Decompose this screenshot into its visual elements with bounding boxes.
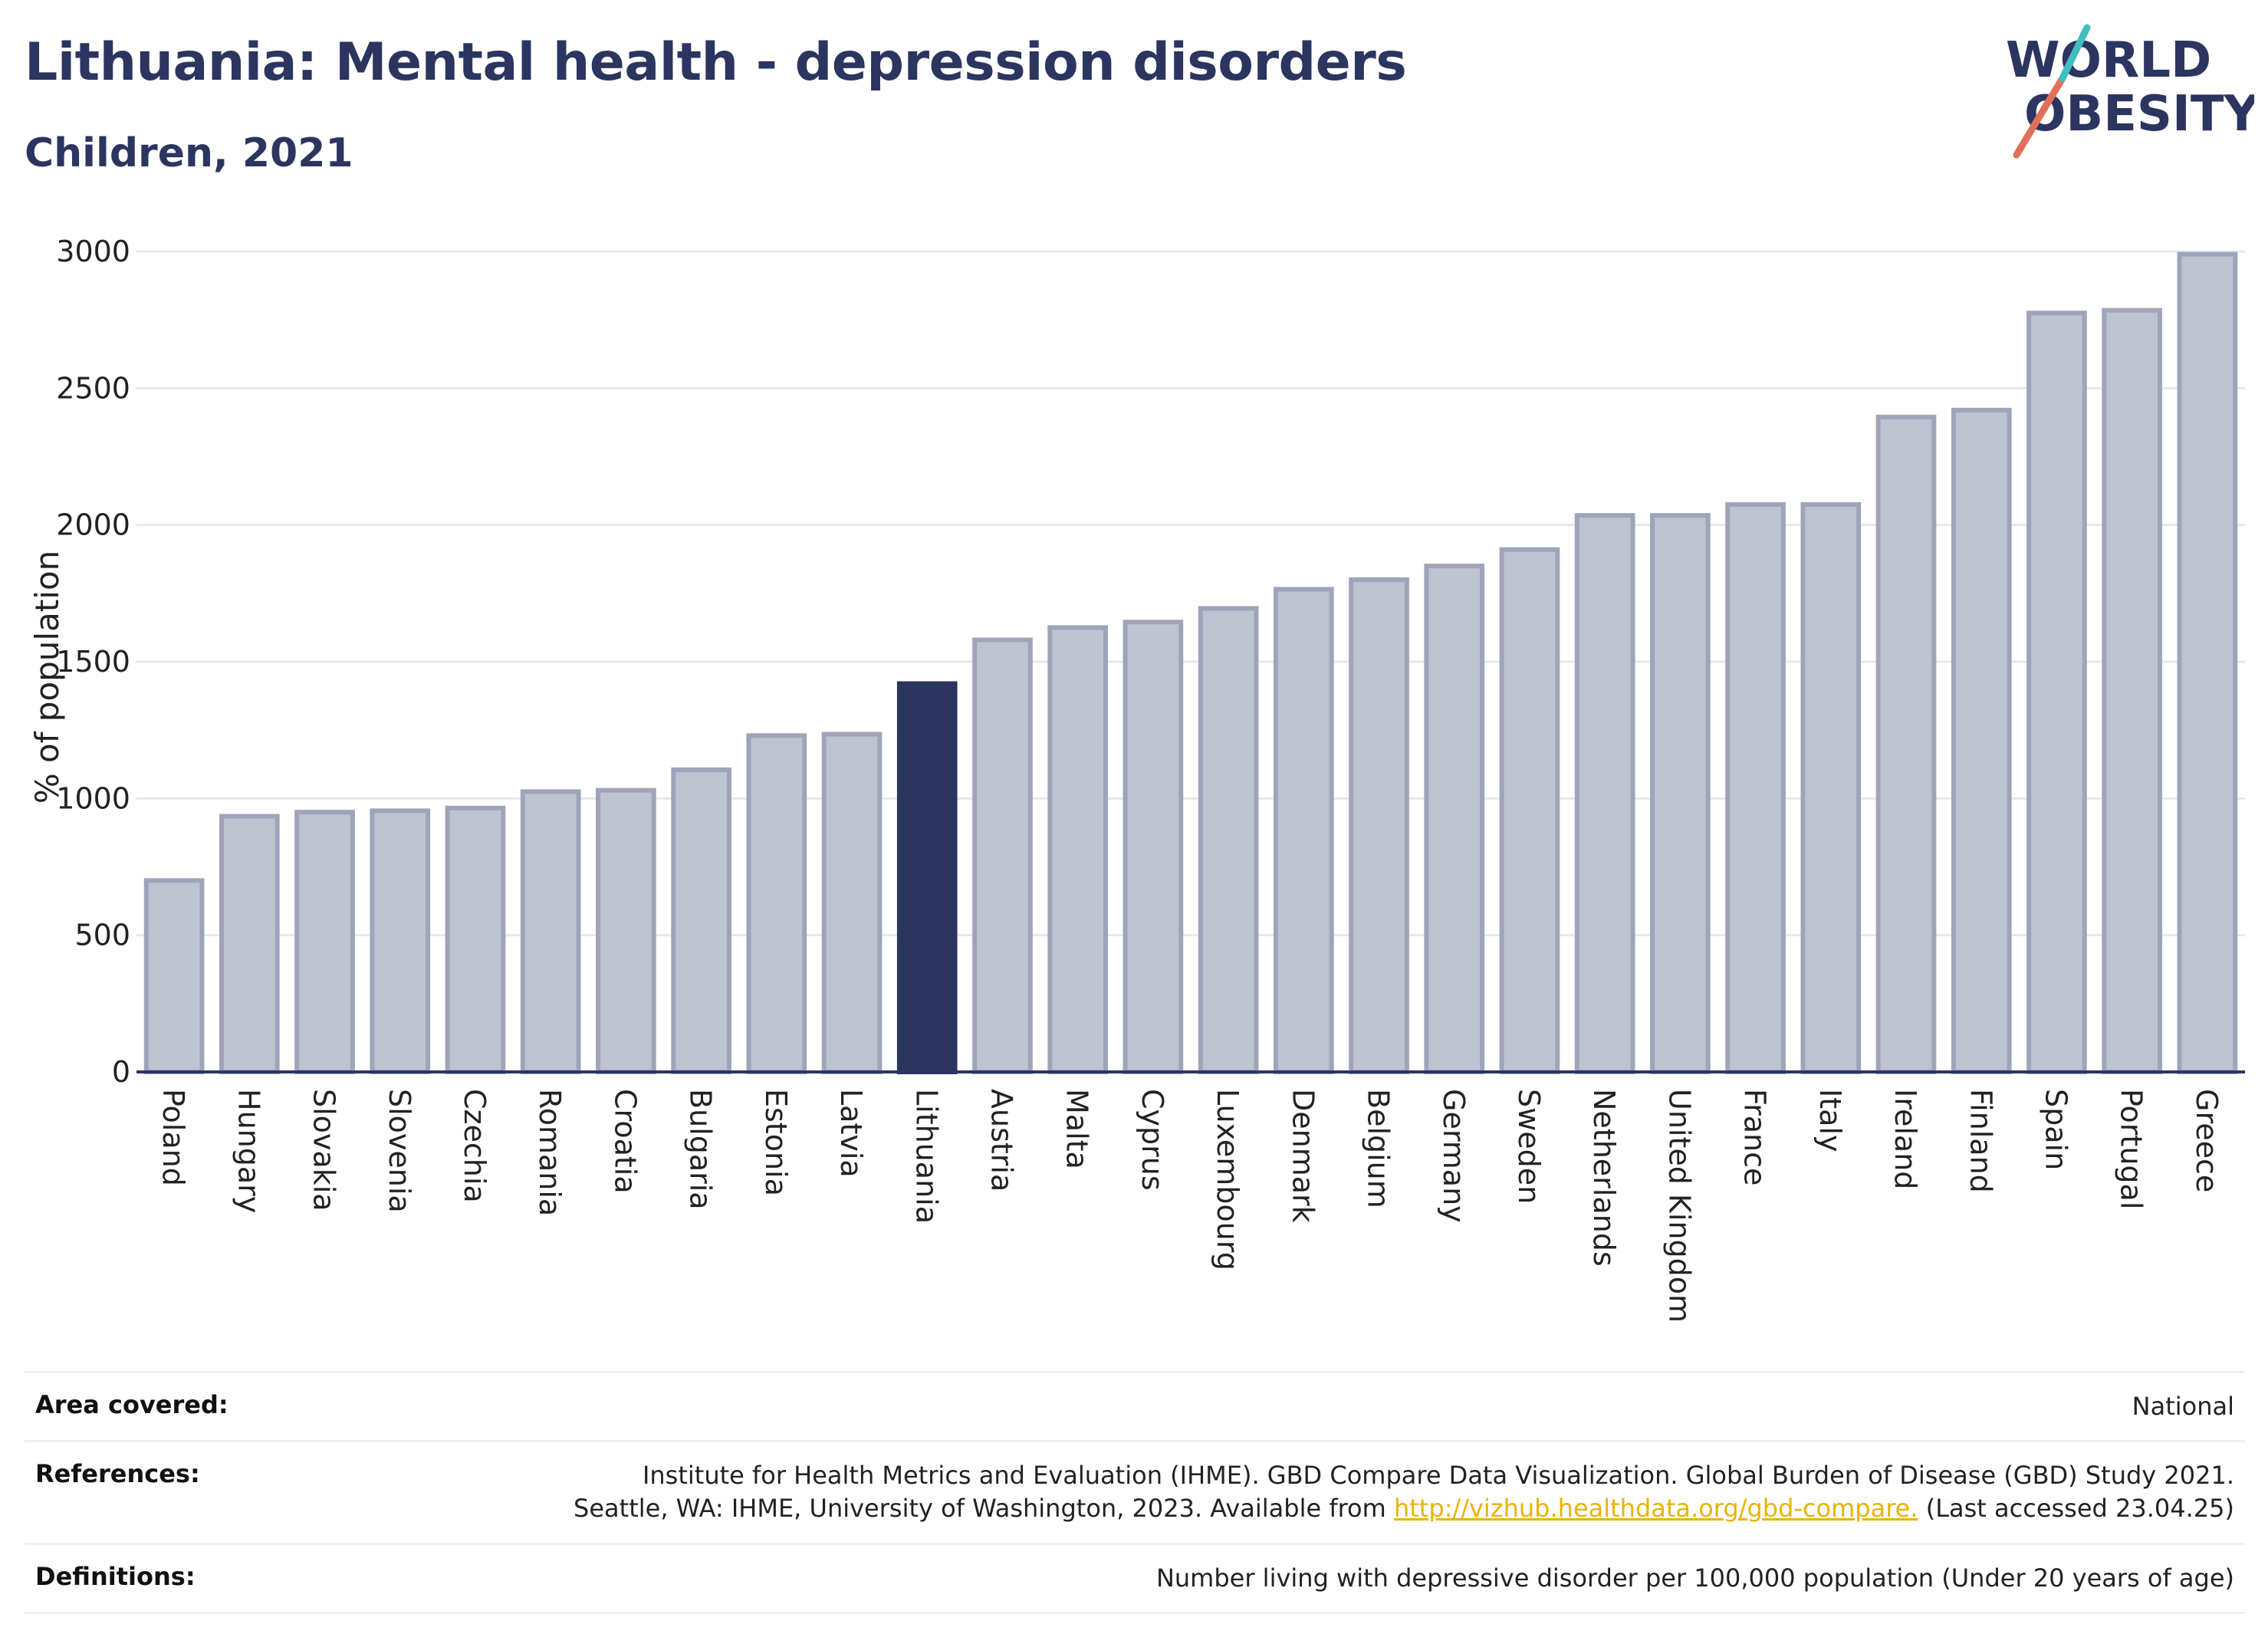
area-covered-value: National [2132, 1392, 2234, 1421]
bar-luxembourg [1198, 606, 1259, 1074]
y-tick-label: 2500 [56, 371, 130, 405]
bar-croatia [596, 787, 656, 1074]
definitions-value: Number living with depressive disorder p… [1155, 1563, 2234, 1593]
bar-ireland [1875, 414, 1937, 1074]
x-tick-label: Austria [984, 1089, 1018, 1192]
y-tick-label: 0 [112, 1055, 130, 1089]
y-axis-label: % of population [28, 551, 66, 804]
x-tick-label: Greece [2190, 1089, 2224, 1192]
references-label: References: [35, 1459, 200, 1489]
x-tick-label: Lithuania [909, 1089, 943, 1224]
bar-sweden [1499, 547, 1560, 1074]
bar-austria [972, 637, 1033, 1074]
world-obesity-logo: WORLD OBESITY [2006, 24, 2254, 159]
bar-poland [143, 878, 205, 1075]
bar-finland [1951, 407, 2012, 1074]
bar-hungary [219, 814, 280, 1075]
bar-latvia [821, 732, 883, 1074]
bar-romania [520, 789, 581, 1074]
bar-chart: 0 500 1000 1500 2000 2500 3000 % of population P… [28, 235, 2245, 1323]
x-tick-label: Netherlands [1587, 1089, 1621, 1267]
x-tick-label: France [1738, 1089, 1772, 1185]
x-tick-label: Cyprus [1136, 1089, 1169, 1191]
x-tick-label: Latvia [834, 1089, 868, 1178]
info-table: Area covered: National References: Insti… [25, 1371, 2245, 1614]
y-tick-label: 1500 [56, 645, 130, 679]
x-tick-label: Belgium [1362, 1089, 1395, 1208]
bar-bulgaria [671, 767, 731, 1075]
definitions-row: Definitions: Number living with depressi… [25, 1542, 2245, 1614]
page-subtitle: Children, 2021 [25, 130, 353, 176]
bar-belgium [1349, 577, 1409, 1074]
bar-estonia [746, 733, 807, 1074]
bar-greece [2177, 252, 2238, 1075]
svg-text:WORLD: WORLD [2006, 32, 2211, 89]
area-covered-label: Area covered: [35, 1390, 228, 1419]
x-tick-label: Germany [1437, 1089, 1471, 1223]
bar-united-kingdom [1650, 513, 1711, 1074]
references-value: Institute for Health Metrics and Evaluat… [574, 1459, 2234, 1525]
references-link[interactable]: http://vizhub.healthdata.org/gbd-compare… [1393, 1494, 1918, 1524]
bar-france [1725, 501, 1786, 1074]
x-tick-label: United Kingdom [1662, 1089, 1696, 1323]
bar-portugal [2102, 307, 2163, 1074]
references-row: References: Institute for Health Metrics… [25, 1440, 2245, 1542]
x-tick-label: Spain [2039, 1089, 2072, 1170]
page-title: Lithuania: Mental health - depression di… [25, 32, 1407, 93]
x-tick-label: Estonia [759, 1089, 793, 1196]
x-tick-label: Croatia [608, 1089, 642, 1194]
x-tick-label: Slovenia [383, 1089, 416, 1213]
definitions-label: Definitions: [35, 1561, 196, 1591]
x-tick-label: Czechia [458, 1089, 491, 1203]
bar-netherlands [1574, 513, 1635, 1074]
bar-cyprus [1122, 620, 1184, 1074]
references-line1: Institute for Health Metrics and Evaluat… [642, 1461, 2234, 1491]
bar-germany [1424, 564, 1485, 1074]
y-tick-label: 500 [74, 919, 130, 952]
y-tick-label: 2000 [56, 508, 130, 542]
x-tick-label: Ireland [1888, 1089, 1922, 1189]
svg-text:OBESITY: OBESITY [2024, 86, 2254, 143]
x-tick-label: Denmark [1286, 1089, 1320, 1223]
area-covered-row: Area covered: National [25, 1371, 2245, 1440]
bar-czechia [445, 805, 506, 1074]
bar-spain [2026, 311, 2087, 1074]
bar-italy [1800, 501, 1862, 1074]
bar-denmark [1273, 587, 1334, 1074]
bar-slovakia [294, 810, 355, 1074]
x-tick-label: Sweden [1512, 1089, 1546, 1204]
x-tick-label: Finland [1964, 1089, 1997, 1193]
x-tick-label: Bulgaria [684, 1089, 718, 1210]
x-tick-label: Slovakia [307, 1089, 341, 1212]
references-line2: Seattle, WA: IHME, University of Washing… [574, 1494, 1386, 1524]
y-tick-label: 3000 [56, 235, 130, 268]
x-tick-label: Poland [156, 1089, 190, 1186]
y-tick-label: 1000 [56, 781, 130, 815]
bar-slovenia [370, 808, 431, 1074]
x-tick-label: Portugal [2115, 1089, 2148, 1209]
x-tick-label: Malta [1060, 1089, 1094, 1169]
x-tick-label: Luxembourg [1211, 1089, 1244, 1271]
x-tick-label: Romania [533, 1089, 567, 1216]
x-tick-label: Hungary [232, 1089, 265, 1213]
bar-malta [1047, 625, 1109, 1074]
references-suffix: (Last accessed 23.04.25) [1925, 1494, 2234, 1524]
bar-lithuania [896, 681, 958, 1074]
x-tick-label: Italy [1813, 1089, 1847, 1152]
